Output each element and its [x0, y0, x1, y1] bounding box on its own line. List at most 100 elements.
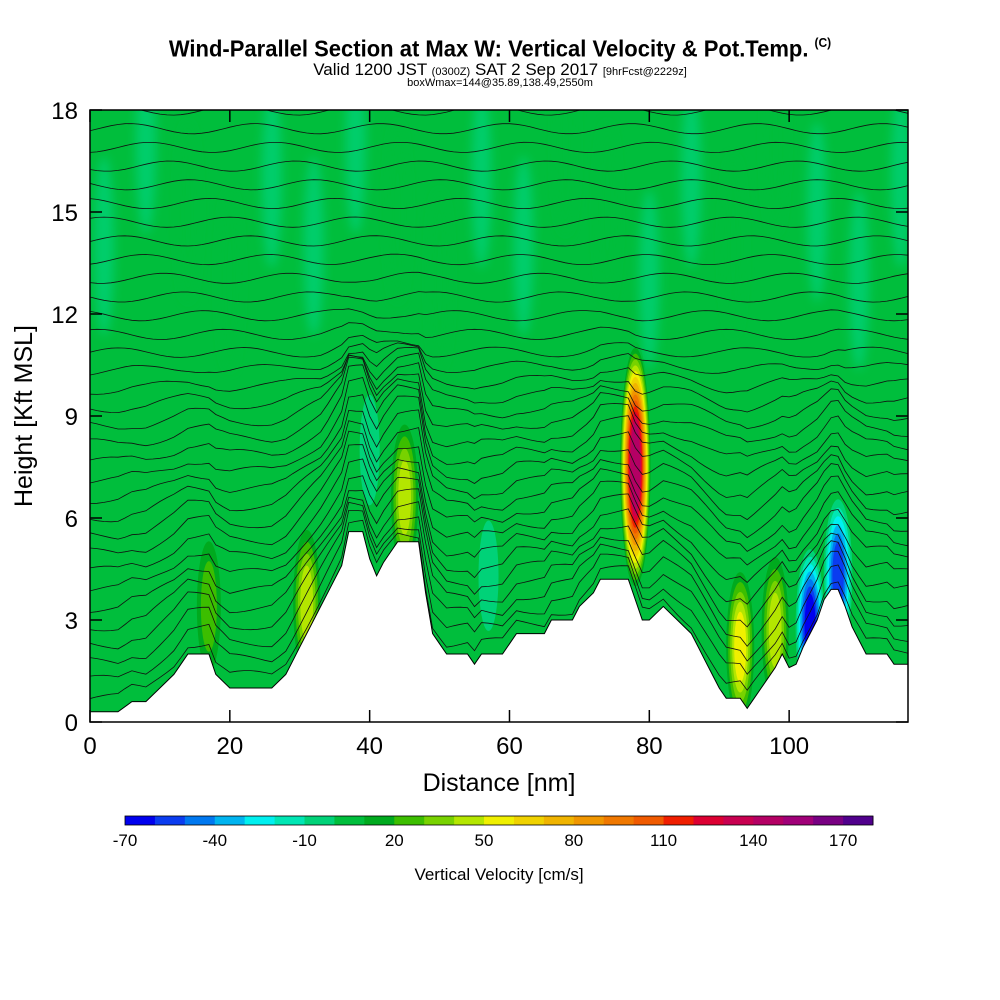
- colorbar-tick-label: -40: [203, 831, 228, 850]
- colorbar-swatch: [723, 816, 754, 825]
- streak: [807, 122, 828, 302]
- colorbar-tick-label: -70: [113, 831, 138, 850]
- theta-contour: [90, 430, 908, 554]
- core-band: [630, 423, 641, 511]
- theta-contour: [90, 86, 908, 96]
- colorbar-swatch: [334, 816, 365, 825]
- axes: 0 20 40 60 80 100 0 3 6 9 12 15 18: [51, 98, 908, 760]
- colorbar-frame: [124, 815, 874, 826]
- theta-contour: [90, 334, 908, 358]
- colorbar-swatch: [663, 816, 694, 825]
- colorbar-tick-label: 110: [650, 831, 677, 850]
- theta-contour: [90, 409, 908, 523]
- streak: [93, 156, 114, 336]
- colorbar-swatch: [513, 816, 545, 825]
- colorbar-swatch: [783, 816, 814, 825]
- theta-contour: [90, 322, 908, 340]
- plot-area: [90, 86, 908, 722]
- theta-contour: [90, 197, 908, 210]
- colorbar-swatch: [633, 816, 665, 825]
- box-info: boxWmax=144@35.89,138.49,2550m: [407, 77, 593, 89]
- colorbar-swatch: [214, 816, 246, 825]
- colorbar-swatch: [184, 816, 216, 825]
- colorbar-tick-label: 170: [829, 831, 857, 850]
- streak: [849, 190, 870, 370]
- colorbar: -70 -40 -10 20 50 80 110 140 170: [113, 815, 874, 850]
- forecast-label: [9hrFcst@2229z]: [602, 66, 687, 78]
- theta-contour: [90, 488, 908, 632]
- streak: [891, 110, 908, 268]
- theta-contour: [90, 291, 908, 303]
- colorbar-swatch: [274, 816, 306, 825]
- theta-contour: [90, 253, 908, 266]
- theta-contour: [90, 308, 908, 322]
- x-tick-label: 60: [496, 733, 523, 760]
- theta-contour: [90, 354, 908, 430]
- streak: [513, 156, 534, 336]
- theta-contour: [90, 364, 908, 461]
- streak: [429, 190, 450, 370]
- theta-contour: [90, 342, 908, 376]
- theta-contour: [90, 444, 908, 569]
- colorbar-swatch: [543, 816, 575, 825]
- y-axis-label: Height [Kft MSL]: [10, 325, 38, 507]
- y-tick-label: 15: [51, 200, 78, 227]
- vertical-velocity-field: [90, 110, 908, 722]
- terrain-layer: [90, 531, 908, 722]
- updraft-core: [619, 342, 652, 592]
- colorbar-swatch: [573, 816, 605, 825]
- core-band: [200, 561, 217, 652]
- colorbar-tick-label: 50: [475, 831, 494, 850]
- x-tick-label: 40: [356, 733, 383, 760]
- y-tick-label: 3: [65, 608, 78, 635]
- streak: [387, 122, 408, 302]
- theta-contours: [90, 86, 908, 699]
- streak: [555, 110, 576, 234]
- chart-subtitle: Valid 1200 JST (0300Z) SAT 2 Sep 2017 [9…: [0, 60, 1000, 80]
- y-tick-label: 0: [65, 710, 78, 737]
- colorbar-tick-label: -10: [292, 831, 317, 850]
- theta-contour: [90, 458, 908, 592]
- theta-contour: [90, 160, 908, 172]
- theta-contour: [90, 496, 908, 650]
- chart-title: Wind-Parallel Section at Max W: Vertical…: [0, 35, 1000, 62]
- theta-contour: [90, 347, 908, 395]
- colorbar-swatch: [603, 816, 635, 825]
- terrain: [90, 531, 908, 722]
- theta-contour: [90, 394, 908, 504]
- theta-contour: [90, 510, 908, 678]
- x-tick-label: 0: [83, 733, 96, 760]
- colorbar-swatch: [244, 816, 276, 825]
- theta-contour: [90, 420, 908, 540]
- colorbar-swatch: [304, 816, 335, 825]
- streak: [723, 156, 744, 336]
- streak: [765, 110, 786, 234]
- x-tick-label: 20: [216, 733, 243, 760]
- y-tick-label: 6: [65, 506, 78, 533]
- core-band: [398, 460, 412, 535]
- streak: [135, 110, 156, 234]
- colorbar-swatch: [424, 816, 455, 825]
- theta-contour: [90, 235, 908, 247]
- theta-contour: [90, 501, 908, 664]
- theta-contour: [90, 475, 908, 613]
- colorbar-tick-label: 80: [564, 831, 583, 850]
- y-tick-label: 12: [51, 302, 78, 329]
- colorbar-swatch: [484, 816, 515, 825]
- colorbar-tick-label: 20: [385, 831, 404, 850]
- theta-contour: [90, 141, 908, 153]
- colorbar-swatch: [813, 816, 844, 825]
- theta-contour: [90, 271, 908, 284]
- colorbar-swatch: [843, 816, 874, 825]
- valid-prefix: Valid 1200 JST: [313, 60, 427, 79]
- x-tick-label: 80: [636, 733, 663, 760]
- colorbar-swatch: [394, 816, 425, 825]
- x-tick-label: 100: [769, 733, 809, 760]
- theta-contour: [90, 123, 908, 135]
- valid-date: SAT 2 Sep 2017: [474, 60, 599, 79]
- copyright-mark: (C): [814, 35, 832, 51]
- core-band: [359, 394, 380, 506]
- updraft-core: [388, 412, 421, 583]
- downdraft-core: [353, 365, 386, 535]
